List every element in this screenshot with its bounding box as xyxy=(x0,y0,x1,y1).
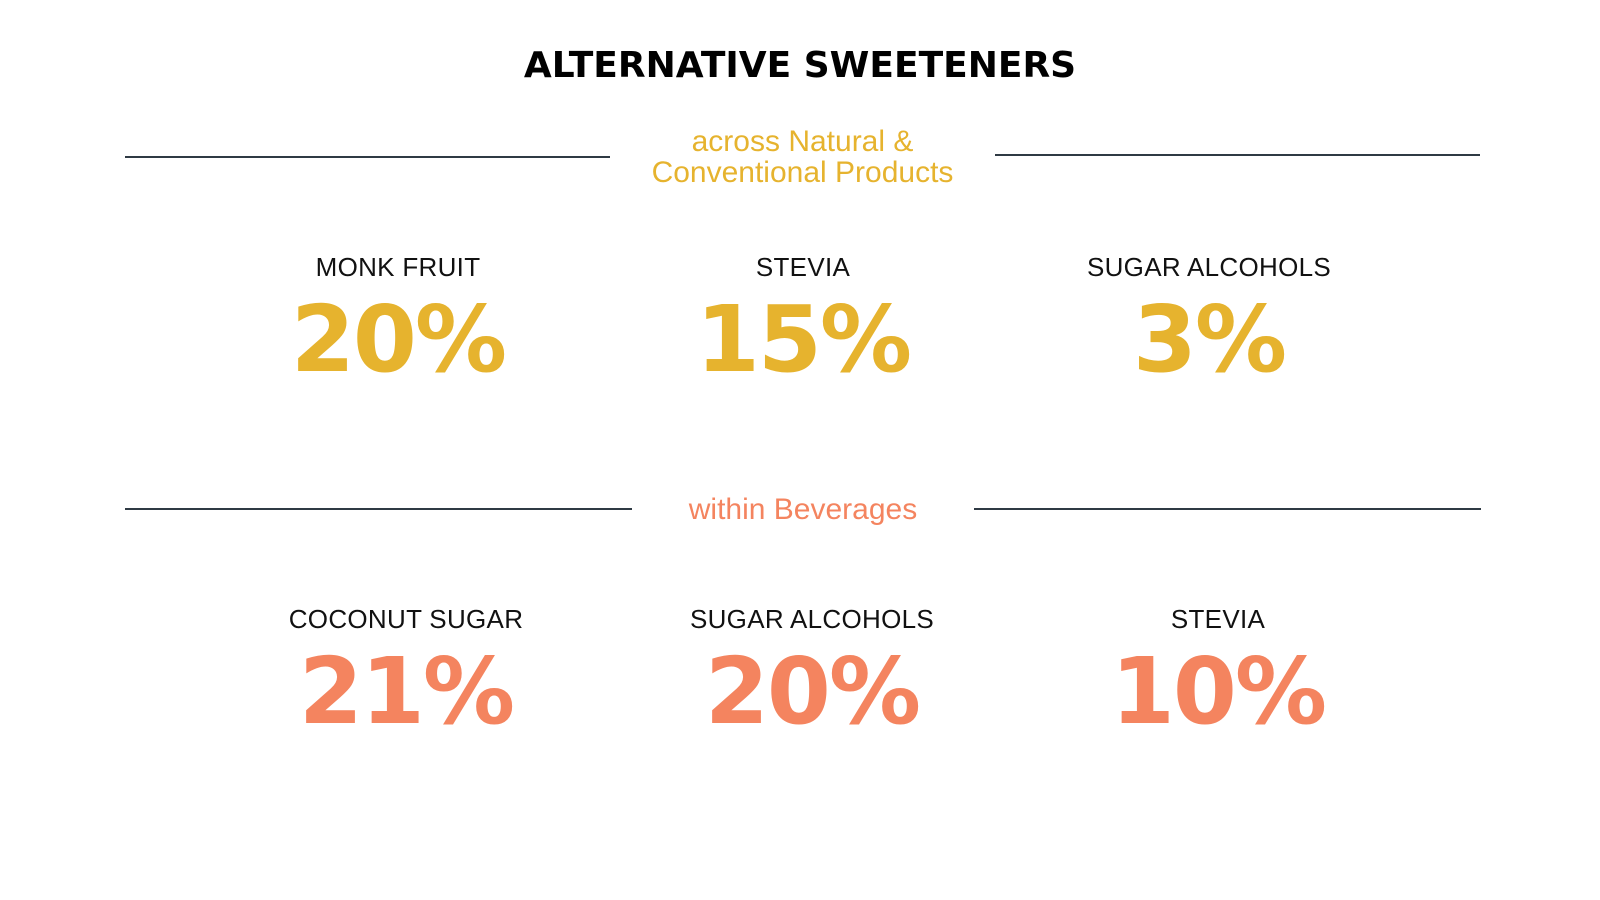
stat-label: STEVIA xyxy=(1170,604,1266,634)
stat-stevia: STEVIA 15% xyxy=(603,252,1003,390)
stat-value: 21% xyxy=(298,638,515,745)
stat-stevia: STEVIA 10% xyxy=(1018,604,1418,742)
section-1-subtitle-line-2: Conventional Products xyxy=(651,156,954,189)
stat-coconut-sugar: COCONUT SUGAR 21% xyxy=(206,604,606,742)
page-title: ALTERNATIVE SWEETENERS xyxy=(523,45,1077,86)
stat-label: STEVIA xyxy=(755,252,851,282)
stat-value: 20% xyxy=(290,286,507,393)
section-2-subtitle-line-1: within Beverages xyxy=(688,493,918,526)
stat-sugar-alcohols: SUGAR ALCOHOLS 20% xyxy=(612,604,1012,742)
stat-label: SUGAR ALCOHOLS xyxy=(1086,252,1332,282)
stat-value: 10% xyxy=(1110,638,1327,745)
stat-label: SUGAR ALCOHOLS xyxy=(689,604,935,634)
stat-label: COCONUT SUGAR xyxy=(288,604,524,634)
divider-right-section-1 xyxy=(995,154,1480,156)
stat-value: 20% xyxy=(704,638,921,745)
divider-left-section-1 xyxy=(125,156,610,158)
section-2-subtitle: within Beverages xyxy=(632,494,974,525)
stat-monk-fruit: MONK FRUIT 20% xyxy=(198,252,598,390)
section-1-subtitle-line-1: across Natural & xyxy=(691,125,914,158)
stat-sugar-alcohols: SUGAR ALCOHOLS 3% xyxy=(1009,252,1409,390)
divider-right-section-2 xyxy=(974,508,1481,510)
stat-value: 15% xyxy=(695,286,912,393)
stat-value: 3% xyxy=(1132,286,1287,393)
divider-left-section-2 xyxy=(125,508,632,510)
stat-label: MONK FRUIT xyxy=(315,252,481,282)
section-1-subtitle: across Natural & Conventional Products xyxy=(610,126,995,188)
